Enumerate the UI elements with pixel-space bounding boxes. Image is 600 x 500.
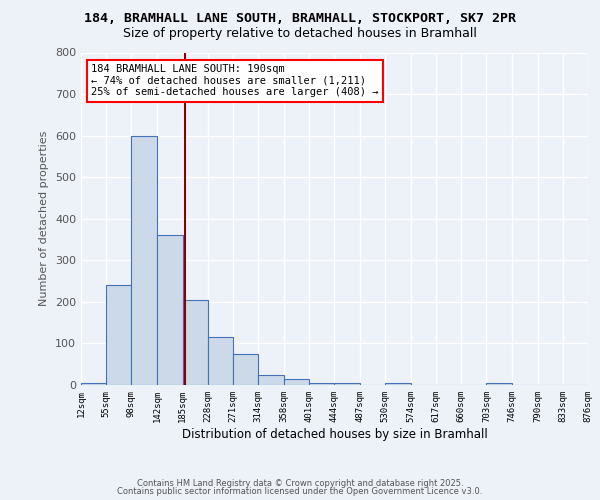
Text: 184, BRAMHALL LANE SOUTH, BRAMHALL, STOCKPORT, SK7 2PR: 184, BRAMHALL LANE SOUTH, BRAMHALL, STOC… bbox=[84, 12, 516, 26]
Bar bbox=[81, 383, 106, 385]
X-axis label: Distribution of detached houses by size in Bramhall: Distribution of detached houses by size … bbox=[182, 428, 487, 440]
Bar bbox=[106, 285, 131, 385]
Text: Contains public sector information licensed under the Open Government Licence v3: Contains public sector information licen… bbox=[118, 487, 482, 496]
Text: Size of property relative to detached houses in Bramhall: Size of property relative to detached ho… bbox=[123, 28, 477, 40]
Bar bbox=[233, 354, 258, 385]
Bar bbox=[335, 383, 360, 385]
Text: 184 BRAMHALL LANE SOUTH: 190sqm
← 74% of detached houses are smaller (1,211)
25%: 184 BRAMHALL LANE SOUTH: 190sqm ← 74% of… bbox=[91, 64, 379, 98]
Bar bbox=[258, 374, 284, 385]
Bar bbox=[157, 236, 182, 385]
Bar bbox=[208, 337, 233, 385]
Text: Contains HM Land Registry data © Crown copyright and database right 2025.: Contains HM Land Registry data © Crown c… bbox=[137, 478, 463, 488]
Bar bbox=[284, 379, 309, 385]
Bar bbox=[309, 383, 335, 385]
Bar bbox=[131, 136, 157, 385]
Bar bbox=[487, 383, 512, 385]
Bar bbox=[385, 383, 411, 385]
Y-axis label: Number of detached properties: Number of detached properties bbox=[40, 131, 49, 306]
Bar bbox=[182, 300, 208, 385]
